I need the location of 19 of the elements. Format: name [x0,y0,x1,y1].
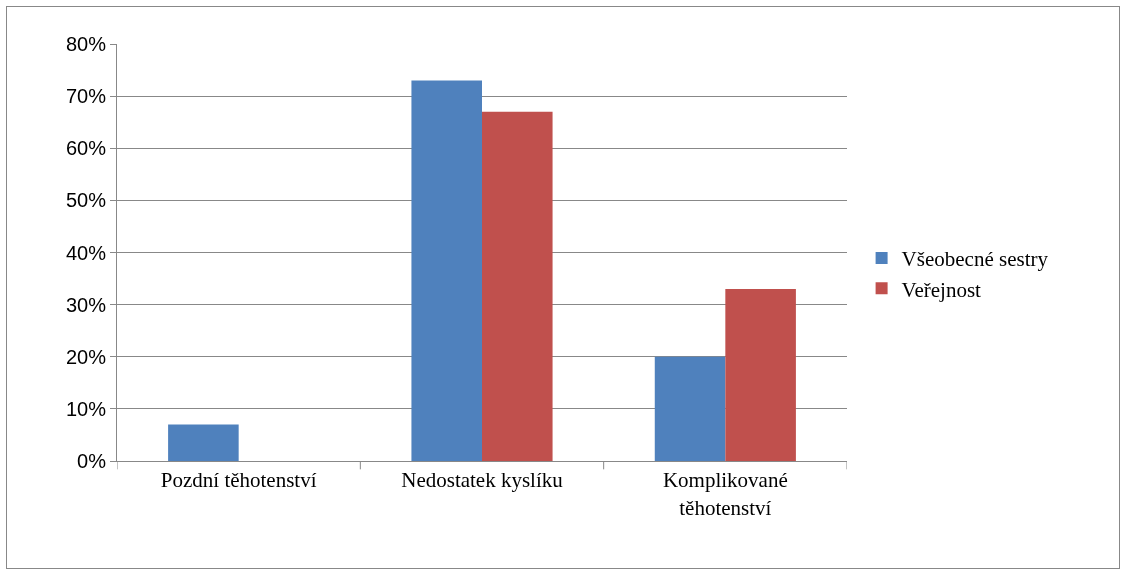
y-tick-label: 70% [65,85,107,108]
y-tick-label: 10% [65,397,107,420]
y-tick-label: 0% [77,450,107,472]
y-tick-label: 20% [65,345,107,368]
bar [725,288,796,461]
x-tick-label: Komplikované těhotenství [662,468,788,520]
bar [168,424,239,461]
legend-label: Veřejnost [901,277,982,302]
bar [654,356,726,461]
x-tick-label: Pozdní těhotenství [160,468,317,493]
x-tick-label: Nedostatek kyslíku [401,468,564,493]
bar [482,111,553,461]
legend-label: Všeobecné sestry [901,247,1049,272]
y-tick-label: 60% [65,137,107,160]
y-tick-label: 40% [65,241,107,264]
bar [411,80,482,461]
y-tick-label: 50% [65,189,107,212]
y-tick-label: 30% [65,293,107,316]
y-tick-label: 80% [65,33,107,55]
